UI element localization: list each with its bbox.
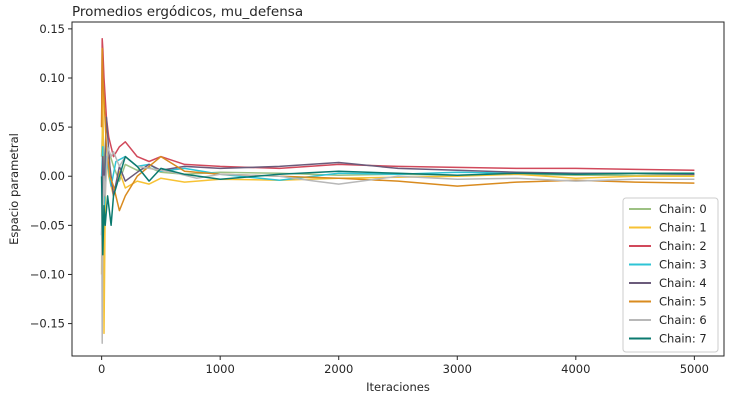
series-line-chain-2 <box>100 37 695 172</box>
y-tick-label: 0.00 <box>39 169 65 183</box>
legend-label: Chain: 3 <box>659 258 707 272</box>
legend: Chain: 0 Chain: 1 Chain: 2 Chain: 3 Chain: 4… <box>622 197 719 353</box>
y-tick-label: 0.10 <box>39 71 65 85</box>
y-tick-label: 0.15 <box>39 22 65 36</box>
x-tick-label: 1000 <box>206 362 235 376</box>
x-tick-label: 3000 <box>443 362 472 376</box>
series-line-chain-6 <box>100 146 695 344</box>
legend-label: Chain: 2 <box>659 239 707 253</box>
legend-label: Chain: 1 <box>659 221 707 235</box>
legend-label: Chain: 5 <box>659 295 707 309</box>
series-line-chain-1 <box>100 47 695 335</box>
plot-area <box>100 37 695 344</box>
legend-label: Chain: 7 <box>659 332 707 346</box>
chart-title: Promedios ergódicos, mu_defensa <box>72 4 303 20</box>
y-tick-label: 0.05 <box>39 120 65 134</box>
legend-label: Chain: 0 <box>659 202 707 216</box>
series-line-chain-5 <box>100 47 695 212</box>
x-tick-label: 2000 <box>324 362 353 376</box>
y-axis: −0.15 −0.10 −0.05 0.00 0.05 0.10 0.15 <box>30 22 72 331</box>
y-axis-label: Espacio parametral <box>7 133 21 245</box>
y-tick-label: −0.10 <box>30 267 65 281</box>
x-tick-label: 5000 <box>680 362 709 376</box>
series-line-chain-7 <box>100 155 695 256</box>
legend-label: Chain: 6 <box>659 313 707 327</box>
x-tick-label: 4000 <box>561 362 590 376</box>
y-tick-label: −0.15 <box>30 317 65 331</box>
y-tick-label: −0.05 <box>30 218 65 232</box>
x-tick-label: 0 <box>98 362 105 376</box>
x-axis-label: Iteraciones <box>366 380 430 394</box>
legend-label: Chain: 4 <box>659 276 707 290</box>
x-axis: 0 1000 2000 3000 4000 5000 <box>98 356 709 376</box>
axes-frame <box>71 21 725 357</box>
legend-box <box>622 197 719 353</box>
